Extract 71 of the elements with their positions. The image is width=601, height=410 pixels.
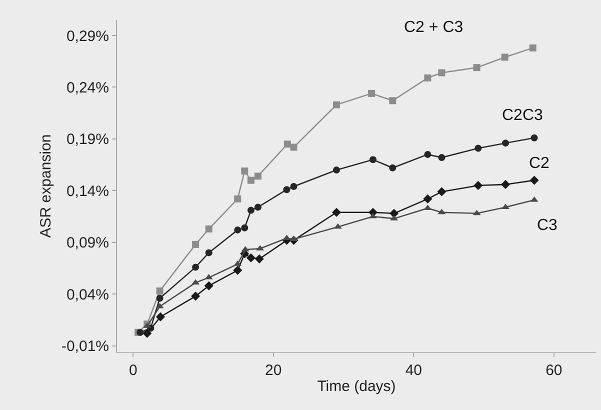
point: [389, 208, 399, 218]
point: [205, 225, 212, 232]
point: [241, 168, 248, 174]
point: [290, 144, 298, 151]
y-tick-label: 0,29%: [66, 28, 109, 45]
point: [254, 172, 262, 180]
x-tick-label: 40: [405, 362, 422, 379]
point: [156, 312, 166, 322]
y-tick-label: 0,09%: [66, 234, 109, 252]
point: [438, 69, 446, 76]
point: [254, 254, 264, 264]
y-tick-label: 0,19%: [66, 131, 109, 148]
point: [474, 180, 483, 190]
point: [502, 140, 510, 147]
x-tick-label: 0: [128, 362, 138, 379]
point: [473, 64, 480, 72]
point: [156, 287, 164, 294]
point: [204, 281, 214, 290]
point: [501, 54, 508, 61]
x-tick-label: 20: [265, 362, 282, 379]
point: [423, 194, 432, 204]
point: [472, 210, 481, 216]
point: [247, 176, 254, 184]
point: [438, 208, 446, 214]
point: [142, 328, 152, 338]
y-tick-label: 0,24%: [66, 79, 109, 96]
y-axis-title: ASR expansion: [38, 134, 55, 238]
point: [389, 97, 396, 104]
point: [334, 223, 342, 229]
point: [241, 224, 248, 232]
point: [500, 180, 510, 189]
point: [156, 294, 164, 302]
point: [234, 226, 242, 234]
point: [247, 206, 254, 214]
point: [474, 144, 482, 152]
point: [156, 302, 164, 308]
point: [389, 164, 396, 172]
point: [333, 166, 340, 174]
y-tick-label: 0,04%: [66, 286, 109, 304]
point: [192, 264, 200, 271]
series-label: C2 + C3: [404, 19, 464, 36]
x-tick-label: 60: [546, 362, 562, 379]
point: [234, 195, 242, 202]
x-axis-title: Time (days): [317, 378, 396, 395]
point: [233, 266, 242, 275]
series-label: C2: [529, 155, 550, 172]
point: [530, 134, 538, 142]
point: [290, 183, 298, 190]
point: [191, 292, 200, 301]
point: [283, 186, 290, 194]
point: [192, 240, 200, 248]
point: [332, 208, 342, 217]
point: [529, 44, 536, 52]
point: [246, 253, 256, 262]
point: [437, 187, 446, 196]
point: [369, 156, 376, 164]
point: [205, 249, 212, 256]
y-tick-label: 0,14%: [66, 182, 109, 200]
point: [424, 74, 432, 82]
y-tick-label: -0,01%: [61, 338, 109, 356]
point: [530, 176, 539, 185]
point: [438, 154, 446, 162]
point: [290, 236, 298, 242]
point: [254, 204, 262, 211]
point: [424, 150, 432, 158]
point: [368, 90, 376, 97]
series-label: C3: [537, 217, 558, 234]
point: [284, 140, 291, 148]
point: [333, 101, 340, 108]
series-label: C2C3: [502, 107, 544, 124]
point: [530, 196, 538, 202]
